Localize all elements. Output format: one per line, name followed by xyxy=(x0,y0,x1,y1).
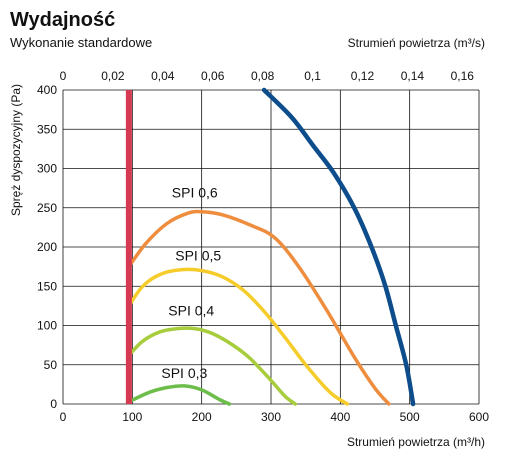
spi-0-5-label: SPI 0,5 xyxy=(175,247,221,263)
top-tick-label: 0,1 xyxy=(304,69,321,83)
spi-0-5-curve xyxy=(127,267,350,406)
spi-0-6-curve xyxy=(127,209,391,406)
top-tick-label: 0,12 xyxy=(351,69,375,83)
top-tick-label: 0,06 xyxy=(201,69,225,83)
grid xyxy=(62,89,480,405)
x-tick-label: 200 xyxy=(192,410,212,424)
top-tick-labels: 0 0,02 0,04 0,06 0,08 0,1 0,12 0,14 0,16 xyxy=(60,69,475,83)
top-tick-label: 0,02 xyxy=(101,69,125,83)
y-tick-label: 150 xyxy=(37,279,57,293)
spi-0-3-curve xyxy=(130,384,232,406)
y-axis-label: Spręż dyspozycyjny (Pa) xyxy=(9,84,23,216)
spi-0-4-label: SPI 0,4 xyxy=(168,302,214,318)
chart-subtitle: Wykonanie standardowe xyxy=(10,35,152,50)
y-tick-label: 50 xyxy=(44,358,58,372)
chart-title: Wydajność xyxy=(10,9,115,31)
x-tick-label: 500 xyxy=(400,410,420,424)
fan-curve-group xyxy=(261,87,416,407)
y-tick-label: 250 xyxy=(37,201,57,215)
y-tick-label: 100 xyxy=(37,319,57,333)
spi-curves xyxy=(127,209,391,406)
x-tick-label: 0 xyxy=(60,410,67,424)
top-tick-label: 0,16 xyxy=(451,69,475,83)
top-tick-label: 0 xyxy=(60,69,67,83)
x-tick-label: 300 xyxy=(261,410,281,424)
spi-0-3-label: SPI 0,3 xyxy=(161,365,207,381)
top-tick-label: 0,04 xyxy=(151,69,175,83)
top-tick-label: 0,08 xyxy=(251,69,275,83)
y-tick-label: 400 xyxy=(37,83,57,97)
series-labels: SPI 0,6 SPI 0,5 SPI 0,4 SPI 0,3 xyxy=(161,185,221,382)
spi-0-4-curve xyxy=(127,326,298,406)
y-tick-label: 350 xyxy=(37,122,57,136)
x-tick-labels: 0 100 200 300 400 500 600 xyxy=(60,410,490,424)
fan-curve xyxy=(261,87,416,407)
top-axis-label: Strumień powietrza (m³/s) xyxy=(348,36,485,50)
x-tick-label: 600 xyxy=(469,410,489,424)
y-tick-labels: 0 50 100 150 200 250 300 350 400 xyxy=(37,83,57,411)
y-tick-label: 300 xyxy=(37,162,57,176)
y-tick-label: 0 xyxy=(50,397,57,411)
x-tick-label: 100 xyxy=(122,410,142,424)
y-tick-label: 200 xyxy=(37,240,57,254)
bottom-axis-label: Strumień powietrza (m³/h) xyxy=(347,435,485,449)
top-tick-label: 0,14 xyxy=(401,69,425,83)
spi-0-6-label: SPI 0,6 xyxy=(172,185,218,201)
x-tick-label: 400 xyxy=(330,410,350,424)
